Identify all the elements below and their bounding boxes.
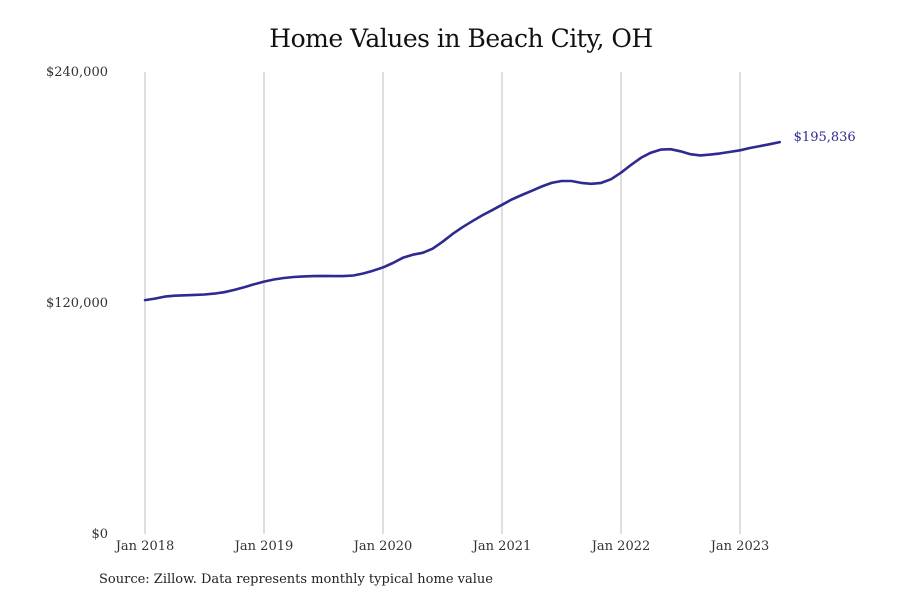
data-point [421, 252, 424, 255]
data-point [253, 283, 256, 286]
chart-title: Home Values in Beach City, OH [269, 24, 653, 53]
data-point [769, 143, 772, 146]
data-point [392, 262, 395, 265]
gridlines [144, 72, 741, 534]
data-point [322, 275, 325, 278]
data-point [402, 257, 405, 260]
data-point [511, 198, 514, 201]
data-point [203, 293, 206, 296]
data-point [164, 295, 167, 298]
y-tick-label: $240,000 [46, 65, 108, 80]
data-point [332, 275, 335, 278]
data-point [580, 182, 583, 185]
data-point [709, 153, 712, 156]
data-point [630, 164, 633, 167]
data-point [689, 153, 692, 156]
data-point [362, 272, 365, 275]
data-point [659, 148, 662, 151]
data-point [749, 147, 752, 150]
data-point [243, 286, 246, 289]
data-point [352, 274, 355, 277]
y-tick-label: $120,000 [46, 296, 108, 311]
data-point [183, 294, 186, 297]
data-point [382, 266, 385, 269]
x-axis-ticks: Jan 2018 Jan 2019 Jan 2020 Jan 2021 Jan 2022… [114, 539, 770, 554]
data-point [679, 150, 682, 153]
data-point [650, 151, 653, 154]
data-point [481, 214, 484, 217]
data-point [233, 289, 236, 292]
data-point [213, 292, 216, 295]
data-point [570, 180, 573, 183]
data-point [412, 253, 415, 256]
y-axis-ticks: $0 $120,000 $240,000 [46, 65, 108, 542]
data-point [640, 157, 643, 160]
data-point [600, 182, 603, 185]
data-point [283, 277, 286, 280]
data-point [154, 297, 157, 300]
x-tick-label: Jan 2019 [233, 539, 294, 554]
series-line [143, 140, 781, 302]
x-tick-label: Jan 2018 [114, 539, 175, 554]
data-point [144, 299, 147, 302]
data-point [461, 226, 464, 229]
data-point [372, 269, 375, 272]
data-point [491, 209, 494, 212]
series-layer: $195,836 [143, 130, 856, 302]
data-point [521, 194, 524, 197]
data-point [193, 294, 196, 297]
data-point [560, 180, 563, 183]
data-point [471, 220, 474, 223]
data-point [739, 149, 742, 152]
data-point [263, 280, 266, 283]
data-point [531, 190, 534, 193]
data-point [778, 141, 781, 144]
x-tick-label: Jan 2022 [590, 539, 651, 554]
chart-source-note: Source: Zillow. Data represents monthly … [99, 572, 493, 587]
data-point [451, 233, 454, 236]
data-point [441, 241, 444, 244]
data-point [719, 152, 722, 155]
data-point [174, 294, 177, 297]
data-point [699, 154, 702, 157]
data-point [501, 204, 504, 207]
data-point [669, 148, 672, 151]
x-tick-label: Jan 2023 [709, 539, 770, 554]
data-point [431, 247, 434, 250]
data-point [550, 182, 553, 185]
data-point [540, 185, 543, 188]
data-point [273, 278, 276, 281]
x-tick-label: Jan 2021 [471, 539, 532, 554]
data-point [302, 275, 305, 278]
data-point [312, 275, 315, 278]
data-point [293, 276, 296, 279]
data-point [342, 275, 345, 278]
data-point [610, 178, 613, 181]
x-tick-label: Jan 2020 [352, 539, 413, 554]
y-tick-label: $0 [91, 527, 108, 542]
series-end-label: $195,836 [794, 130, 856, 145]
data-point [759, 145, 762, 148]
data-point [223, 291, 226, 294]
data-point [590, 183, 593, 186]
data-point [620, 171, 623, 174]
data-point [729, 151, 732, 154]
